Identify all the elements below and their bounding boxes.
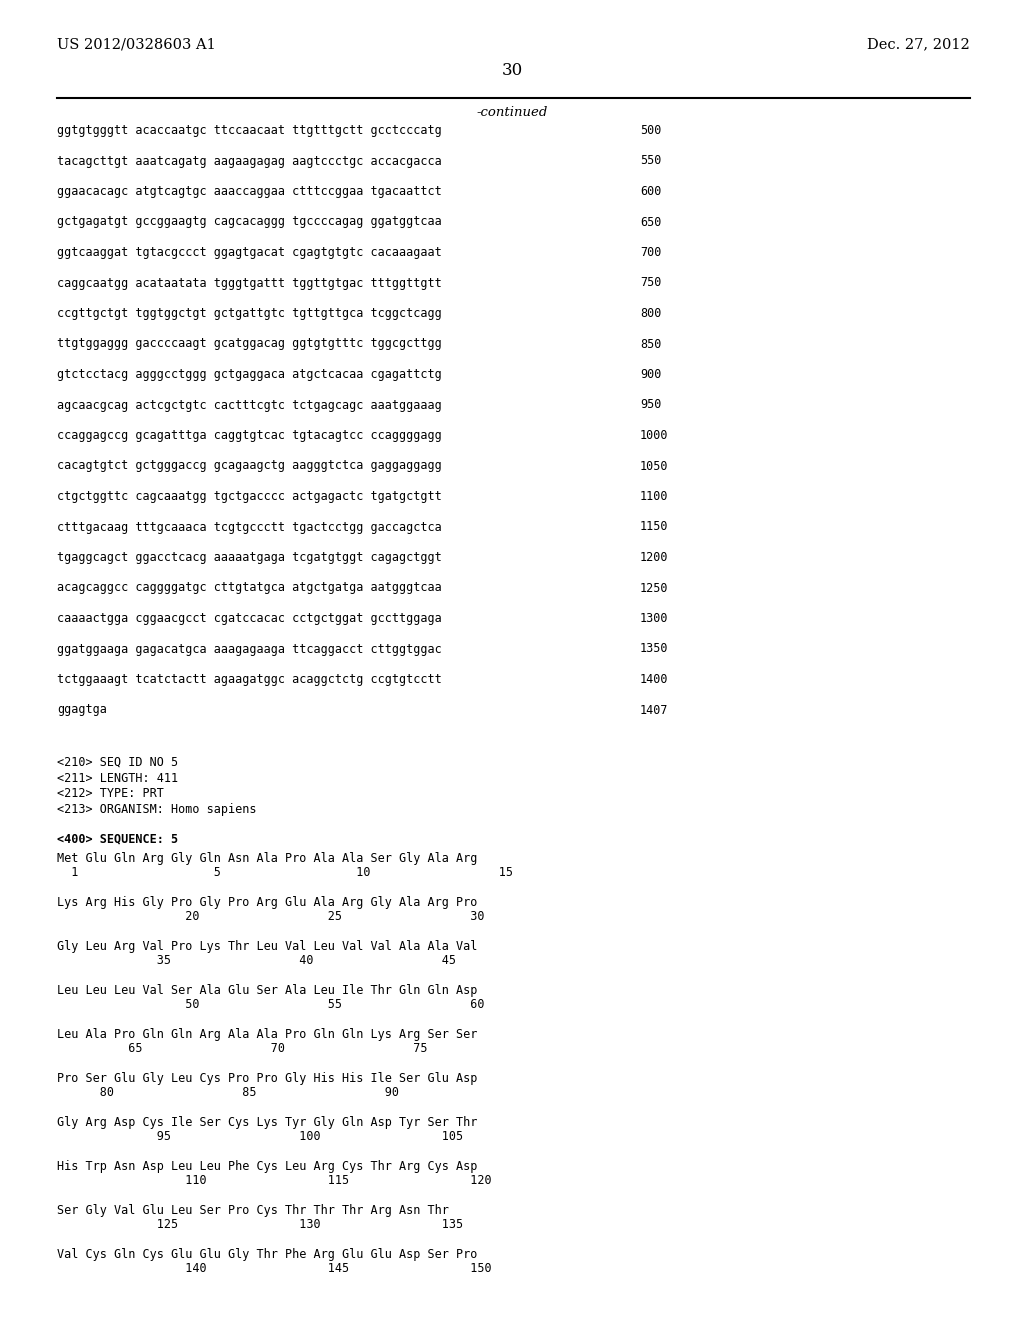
Text: US 2012/0328603 A1: US 2012/0328603 A1 [57, 37, 216, 51]
Text: 1250: 1250 [640, 582, 669, 594]
Text: 1300: 1300 [640, 612, 669, 624]
Text: caaaactgga cggaacgcct cgatccacac cctgctggat gccttggaga: caaaactgga cggaacgcct cgatccacac cctgctg… [57, 612, 441, 624]
Text: Leu Ala Pro Gln Gln Arg Ala Ala Pro Gln Gln Lys Arg Ser Ser: Leu Ala Pro Gln Gln Arg Ala Ala Pro Gln … [57, 1028, 477, 1041]
Text: ggatggaaga gagacatgca aaagagaaga ttcaggacct cttggtggac: ggatggaaga gagacatgca aaagagaaga ttcagga… [57, 643, 441, 656]
Text: 500: 500 [640, 124, 662, 137]
Text: 1                   5                   10                  15: 1 5 10 15 [57, 866, 513, 879]
Text: ctttgacaag tttgcaaaca tcgtgccctt tgactcctgg gaccagctca: ctttgacaag tttgcaaaca tcgtgccctt tgactcc… [57, 520, 441, 533]
Text: 700: 700 [640, 246, 662, 259]
Text: acagcaggcc caggggatgc cttgtatgca atgctgatga aatgggtcaa: acagcaggcc caggggatgc cttgtatgca atgctga… [57, 582, 441, 594]
Text: <210> SEQ ID NO 5: <210> SEQ ID NO 5 [57, 756, 178, 770]
Text: 125                 130                 135: 125 130 135 [57, 1218, 463, 1232]
Text: His Trp Asn Asp Leu Leu Phe Cys Leu Arg Cys Thr Arg Cys Asp: His Trp Asn Asp Leu Leu Phe Cys Leu Arg … [57, 1160, 477, 1173]
Text: Gly Leu Arg Val Pro Lys Thr Leu Val Leu Val Val Ala Ala Val: Gly Leu Arg Val Pro Lys Thr Leu Val Leu … [57, 940, 477, 953]
Text: Met Glu Gln Arg Gly Gln Asn Ala Pro Ala Ala Ser Gly Ala Arg: Met Glu Gln Arg Gly Gln Asn Ala Pro Ala … [57, 851, 477, 865]
Text: tacagcttgt aaatcagatg aagaagagag aagtccctgc accacgacca: tacagcttgt aaatcagatg aagaagagag aagtccc… [57, 154, 441, 168]
Text: ggagtga: ggagtga [57, 704, 106, 717]
Text: cacagtgtct gctgggaccg gcagaagctg aagggtctca gaggaggagg: cacagtgtct gctgggaccg gcagaagctg aagggtc… [57, 459, 441, 473]
Text: <211> LENGTH: 411: <211> LENGTH: 411 [57, 771, 178, 784]
Text: 65                  70                  75: 65 70 75 [57, 1041, 427, 1055]
Text: ccgttgctgt tggtggctgt gctgattgtc tgttgttgca tcggctcagg: ccgttgctgt tggtggctgt gctgattgtc tgttgtt… [57, 308, 441, 319]
Text: tctggaaagt tcatctactt agaagatggc acaggctctg ccgtgtcctt: tctggaaagt tcatctactt agaagatggc acaggct… [57, 673, 441, 686]
Text: 1200: 1200 [640, 550, 669, 564]
Text: Gly Arg Asp Cys Ile Ser Cys Lys Tyr Gly Gln Asp Tyr Ser Thr: Gly Arg Asp Cys Ile Ser Cys Lys Tyr Gly … [57, 1115, 477, 1129]
Text: <400> SEQUENCE: 5: <400> SEQUENCE: 5 [57, 832, 178, 845]
Text: agcaacgcag actcgctgtc cactttcgtc tctgagcagc aaatggaaag: agcaacgcag actcgctgtc cactttcgtc tctgagc… [57, 399, 441, 412]
Text: 1050: 1050 [640, 459, 669, 473]
Text: gtctcctacg agggcctggg gctgaggaca atgctcacaa cgagattctg: gtctcctacg agggcctggg gctgaggaca atgctca… [57, 368, 441, 381]
Text: 1150: 1150 [640, 520, 669, 533]
Text: <212> TYPE: PRT: <212> TYPE: PRT [57, 787, 164, 800]
Text: 1100: 1100 [640, 490, 669, 503]
Text: Val Cys Gln Cys Glu Glu Gly Thr Phe Arg Glu Glu Asp Ser Pro: Val Cys Gln Cys Glu Glu Gly Thr Phe Arg … [57, 1247, 477, 1261]
Text: 800: 800 [640, 308, 662, 319]
Text: -continued: -continued [476, 106, 548, 119]
Text: ccaggagccg gcagatttga caggtgtcac tgtacagtcc ccaggggagg: ccaggagccg gcagatttga caggtgtcac tgtacag… [57, 429, 441, 442]
Text: 750: 750 [640, 276, 662, 289]
Text: 600: 600 [640, 185, 662, 198]
Text: 900: 900 [640, 368, 662, 381]
Text: 140                 145                 150: 140 145 150 [57, 1262, 492, 1275]
Text: 1000: 1000 [640, 429, 669, 442]
Text: caggcaatgg acataatata tgggtgattt tggttgtgac tttggttgtt: caggcaatgg acataatata tgggtgattt tggttgt… [57, 276, 441, 289]
Text: 80                  85                  90: 80 85 90 [57, 1086, 399, 1100]
Text: ggtcaaggat tgtacgccct ggagtgacat cgagtgtgtc cacaaagaat: ggtcaaggat tgtacgccct ggagtgacat cgagtgt… [57, 246, 441, 259]
Text: 1350: 1350 [640, 643, 669, 656]
Text: Ser Gly Val Glu Leu Ser Pro Cys Thr Thr Thr Arg Asn Thr: Ser Gly Val Glu Leu Ser Pro Cys Thr Thr … [57, 1204, 449, 1217]
Text: 95                  100                 105: 95 100 105 [57, 1130, 463, 1143]
Text: 1407: 1407 [640, 704, 669, 717]
Text: ggaacacagc atgtcagtgc aaaccaggaa ctttccggaa tgacaattct: ggaacacagc atgtcagtgc aaaccaggaa ctttccg… [57, 185, 441, 198]
Text: gctgagatgt gccggaagtg cagcacaggg tgccccagag ggatggtcaa: gctgagatgt gccggaagtg cagcacaggg tgcccca… [57, 215, 441, 228]
Text: 650: 650 [640, 215, 662, 228]
Text: tgaggcagct ggacctcacg aaaaatgaga tcgatgtggt cagagctggt: tgaggcagct ggacctcacg aaaaatgaga tcgatgt… [57, 550, 441, 564]
Text: 50                  55                  60: 50 55 60 [57, 998, 484, 1011]
Text: <213> ORGANISM: Homo sapiens: <213> ORGANISM: Homo sapiens [57, 803, 256, 816]
Text: 550: 550 [640, 154, 662, 168]
Text: 20                  25                  30: 20 25 30 [57, 909, 484, 923]
Text: 850: 850 [640, 338, 662, 351]
Text: 110                 115                 120: 110 115 120 [57, 1173, 492, 1187]
Text: Lys Arg His Gly Pro Gly Pro Arg Glu Ala Arg Gly Ala Arg Pro: Lys Arg His Gly Pro Gly Pro Arg Glu Ala … [57, 896, 477, 909]
Text: 35                  40                  45: 35 40 45 [57, 954, 456, 968]
Text: 950: 950 [640, 399, 662, 412]
Text: ctgctggttc cagcaaatgg tgctgacccc actgagactc tgatgctgtt: ctgctggttc cagcaaatgg tgctgacccc actgaga… [57, 490, 441, 503]
Text: 30: 30 [502, 62, 522, 79]
Text: ggtgtgggtt acaccaatgc ttccaacaat ttgtttgctt gcctcccatg: ggtgtgggtt acaccaatgc ttccaacaat ttgtttg… [57, 124, 441, 137]
Text: Pro Ser Glu Gly Leu Cys Pro Pro Gly His His Ile Ser Glu Asp: Pro Ser Glu Gly Leu Cys Pro Pro Gly His … [57, 1072, 477, 1085]
Text: Leu Leu Leu Val Ser Ala Glu Ser Ala Leu Ile Thr Gln Gln Asp: Leu Leu Leu Val Ser Ala Glu Ser Ala Leu … [57, 983, 477, 997]
Text: Dec. 27, 2012: Dec. 27, 2012 [867, 37, 970, 51]
Text: ttgtggaggg gaccccaagt gcatggacag ggtgtgtttc tggcgcttgg: ttgtggaggg gaccccaagt gcatggacag ggtgtgt… [57, 338, 441, 351]
Text: 1400: 1400 [640, 673, 669, 686]
